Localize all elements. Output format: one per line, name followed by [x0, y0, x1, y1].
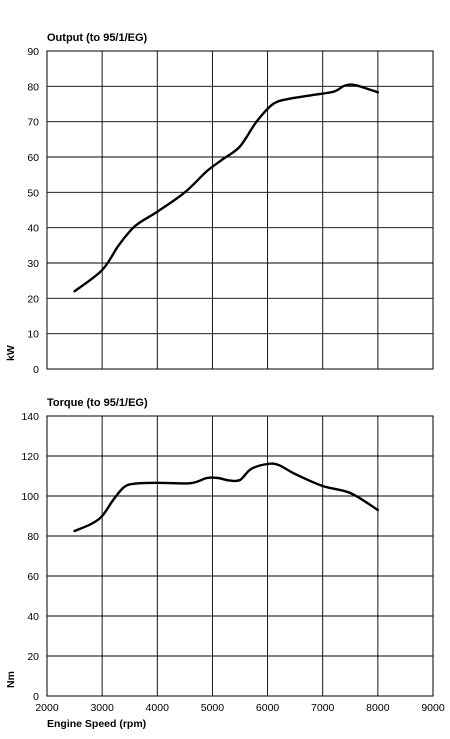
- torque-chart: Torque (to 95/1/EG) 0 20 40 60 80 100 120 140 200…: [5, 397, 445, 730]
- chart-1-x-tick-label: 6000: [256, 702, 280, 714]
- chart-0-y-tick-label: 50: [27, 187, 39, 199]
- chart-0-title: Output (to 95/1/EG): [47, 32, 148, 44]
- chart-0-y-tick-label: 80: [27, 81, 39, 93]
- chart-1-x-tick-label: 8000: [366, 702, 390, 714]
- chart-0-y-tick-label: 60: [27, 152, 39, 164]
- chart-1-x-tick-label: 9000: [421, 702, 445, 714]
- chart-0-y-axis-label: kW: [5, 345, 17, 361]
- chart-0-y-tick-label: 30: [27, 258, 39, 270]
- chart-1-x-tick-label: 3000: [90, 702, 114, 714]
- chart-0-series-line: [73, 83, 380, 293]
- chart-0-plot-frame: [46, 50, 434, 370]
- chart-1-y-tick-label: 0: [33, 691, 39, 703]
- chart-1-x-tick-label: 2000: [35, 702, 59, 714]
- chart-1-title: Torque (to 95/1/EG): [47, 397, 148, 409]
- chart-1-y-tick-label: 80: [27, 531, 39, 543]
- chart-1-y-tick-label: 60: [27, 571, 39, 583]
- chart-1-y-tick-label: 120: [21, 451, 39, 463]
- chart-0-y-tick-label: 90: [27, 46, 39, 58]
- chart-1-y-tick-label: 40: [27, 611, 39, 623]
- output-chart: Output (to 95/1/EG) 0 10 20 30 40 50 60 70 80 90 kW: [5, 32, 434, 376]
- chart-1-series-line: [73, 462, 380, 533]
- chart-0-y-tick-label: 10: [27, 329, 39, 341]
- chart-1-x-tick-label: 7000: [311, 702, 335, 714]
- chart-1-x-tick-label: 4000: [146, 702, 170, 714]
- chart-1-y-tick-label: 140: [21, 411, 39, 423]
- chart-0-y-tick-label: 20: [27, 293, 39, 305]
- chart-0-y-tick-label: 70: [27, 117, 39, 129]
- chart-0-y-tick-label: 0: [33, 364, 39, 376]
- chart-1-y-tick-label: 20: [27, 651, 39, 663]
- chart-1-x-tick-label: 5000: [201, 702, 225, 714]
- chart-1-plot-frame: [46, 415, 434, 697]
- chart-1-x-axis-label: Engine Speed (rpm): [47, 718, 146, 730]
- chart-1-y-tick-label: 100: [21, 491, 39, 503]
- chart-0-y-tick-label: 40: [27, 223, 39, 235]
- chart-1-y-axis-label: Nm: [5, 671, 17, 688]
